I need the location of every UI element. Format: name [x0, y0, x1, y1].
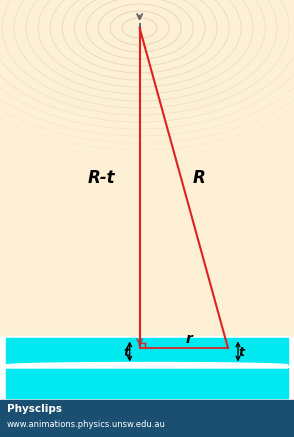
Text: R-t: R-t	[88, 169, 116, 187]
Bar	[0, 338, 294, 400]
Bar	[0, 336, 294, 400]
Polygon shape	[6, 363, 288, 368]
Text: R: R	[193, 169, 205, 187]
Text: r: r	[186, 332, 192, 346]
Text: www.animations.physics.unsw.edu.au: www.animations.physics.unsw.edu.au	[7, 420, 166, 429]
Bar	[0, 0, 294, 337]
Text: t: t	[238, 346, 244, 359]
Text: Physclips: Physclips	[7, 404, 62, 414]
Bar	[0, 400, 294, 437]
Text: t: t	[124, 346, 130, 359]
Bar	[6, 368, 288, 398]
Bar	[6, 338, 288, 365]
